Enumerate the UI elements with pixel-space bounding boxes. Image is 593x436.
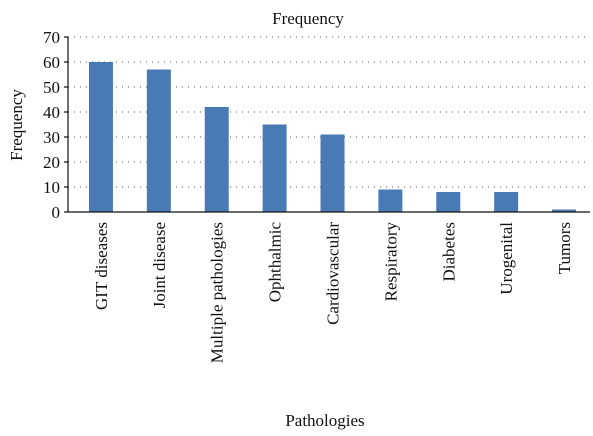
bar	[378, 189, 403, 212]
x-tick-label: Multiple pathologies	[208, 222, 227, 363]
bar	[88, 62, 113, 212]
chart-title: Frequency	[272, 9, 344, 28]
bar	[494, 192, 519, 212]
x-tick-label: Tumors	[555, 222, 574, 274]
y-tick-label: 30	[43, 128, 60, 147]
y-tick-label: 70	[43, 28, 60, 47]
bar	[320, 134, 345, 212]
bar	[436, 192, 461, 212]
x-axis-label: Pathologies	[285, 411, 364, 430]
y-axis-label: Frequency	[7, 89, 26, 161]
x-tick-label: GIT diseases	[92, 222, 111, 310]
x-tick-label: Diabetes	[439, 222, 458, 281]
bar	[552, 209, 577, 212]
x-tick-label: Respiratory	[381, 222, 400, 302]
bar	[204, 107, 229, 212]
bar	[146, 69, 171, 212]
y-tick-label: 10	[43, 178, 60, 197]
y-tick-label: 60	[43, 53, 60, 72]
y-tick-label: 40	[43, 103, 60, 122]
x-tick-label: Cardiovascular	[324, 222, 343, 325]
x-tick-label: Joint disease	[150, 222, 169, 308]
y-tick-label: 20	[43, 153, 60, 172]
x-tick-label: Ophthalmic	[266, 222, 285, 303]
x-tick-label: Urogenital	[497, 222, 516, 295]
y-tick-label: 50	[43, 78, 60, 97]
bar	[262, 124, 287, 212]
y-tick-label: 0	[52, 203, 61, 222]
